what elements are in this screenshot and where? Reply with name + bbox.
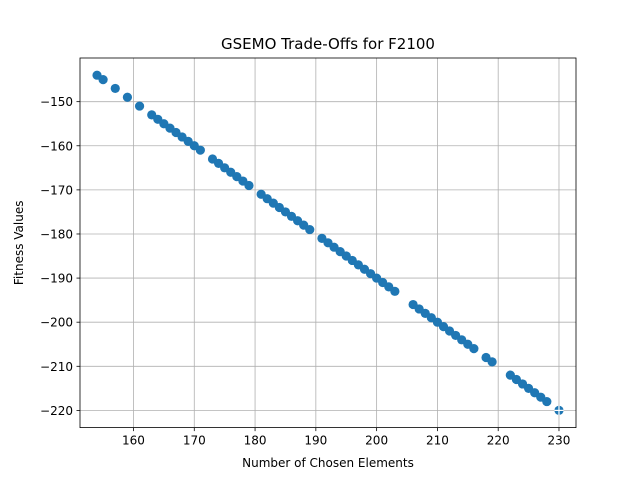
data-point [487,357,497,367]
y-tick-label: −220 [40,404,73,418]
data-point [542,396,552,407]
data-point [122,92,133,102]
y-tick-label: −210 [40,360,73,374]
x-tick-label: 200 [365,434,388,448]
x-tick-label: 230 [548,434,571,448]
data-point [98,75,108,85]
data-point [134,101,145,111]
tick-layer: 160 170 180 190 200 210 220 230 −150 −160 −170 −180… [40,95,570,447]
y-axis-label: Fitness Values [12,201,26,286]
x-tick-label: 210 [426,434,449,448]
data-point [469,344,479,354]
grid-layer [80,58,576,428]
data-point [110,83,120,94]
data-point [305,224,315,235]
data-points [92,70,564,415]
x-tick-label: 180 [244,434,267,448]
y-tick-label: −180 [40,227,73,241]
x-tick-label: 190 [304,434,327,448]
x-tick-label: 160 [122,434,145,448]
y-tick-label: −160 [40,139,73,153]
x-tick-label: 170 [183,434,206,448]
x-tick-label: 220 [487,434,510,448]
plot-frame [79,57,577,429]
y-tick-label: −150 [40,95,73,109]
data-point [390,286,400,296]
y-tick-label: −190 [40,272,73,286]
y-tick-label: −170 [40,183,73,197]
y-tick-label: −200 [40,316,73,330]
chart-title: GSEMO Trade-Offs for F2100 [221,35,435,53]
data-point [195,145,205,155]
data-point [244,180,254,191]
x-axis-label: Number of Chosen Elements [242,456,414,470]
